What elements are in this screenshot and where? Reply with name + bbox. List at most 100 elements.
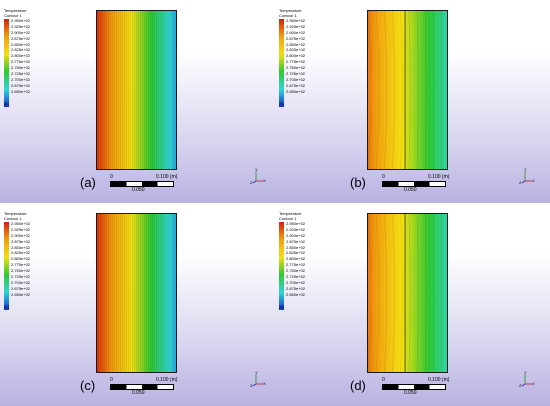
contour-band <box>97 214 100 372</box>
scale-half: 0.050 <box>132 390 145 396</box>
contour-band <box>104 214 108 372</box>
scale-zero: 0 <box>382 377 385 383</box>
contour-band <box>134 214 137 372</box>
contour-band <box>406 214 410 372</box>
colorbar <box>279 19 284 107</box>
legend-value: 2.875e+02 <box>11 35 31 41</box>
contour-band <box>378 11 382 169</box>
legend-unit: [K] <box>4 101 9 106</box>
scale-bar-graphic <box>110 384 174 390</box>
brand-logo: Ansys <box>226 210 265 225</box>
contour-band <box>98 11 102 169</box>
legend-value: 2.775e+02 <box>11 59 31 65</box>
contour-band <box>387 11 391 169</box>
contour-band <box>441 214 445 372</box>
contour-line <box>376 11 379 169</box>
contour-band <box>170 214 173 372</box>
axis-triad-graphic <box>252 171 263 184</box>
contour-band <box>116 11 120 169</box>
contour-band <box>430 214 434 372</box>
contour-band <box>138 214 141 372</box>
contour-line <box>392 11 395 169</box>
contour-band <box>166 214 169 372</box>
contour-band <box>425 214 429 372</box>
legend-value: 2.750e+02 <box>11 65 31 70</box>
scale-bar-graphic <box>382 181 446 187</box>
contour-band <box>158 11 161 169</box>
legend-title: Temperature <box>4 211 27 216</box>
contour-band <box>126 214 129 372</box>
legend-value: 2.650e+02 <box>11 291 31 297</box>
contour-band <box>100 214 104 372</box>
axis-triad-icon: Y X Z <box>519 167 535 185</box>
contour-band <box>144 11 147 169</box>
temperature-legend: Temperature Contour 1 2.950e+02 2.925e+02… <box>4 211 50 310</box>
brand-version: 2023 R2 <box>522 21 540 26</box>
contour-band <box>419 11 423 169</box>
panel-tag: (d) <box>350 378 366 393</box>
contour-band <box>154 11 157 169</box>
contour-line <box>425 214 427 372</box>
contour-band <box>148 214 151 372</box>
scale-max: 0.100 (m) <box>428 174 450 180</box>
triad-x-label: X <box>263 178 266 183</box>
legend-value: 2.900e+02 <box>286 29 306 35</box>
legend-value: 2.725e+02 <box>286 70 306 76</box>
legend-labels: 2.950e+02 2.925e+02 2.900e+02 2.875e+02 2.85… <box>286 18 305 94</box>
scale-zero: 0 <box>110 377 113 383</box>
legend-value: 2.850e+02 <box>286 244 306 250</box>
brand-version: 2023 R2 <box>522 224 540 229</box>
contour-band <box>102 11 106 169</box>
contour-field <box>97 11 176 169</box>
contour-band <box>408 214 412 372</box>
contour-field <box>368 214 447 372</box>
legend-value: 2.950e+02 <box>286 221 306 226</box>
axis-triad-icon: Y X Z <box>519 370 535 388</box>
contour-band <box>172 214 175 372</box>
contour-band <box>142 11 145 169</box>
contour-line <box>425 11 427 169</box>
legend-value: 2.775e+02 <box>11 262 31 268</box>
contour-band <box>392 214 396 372</box>
contour-band <box>417 214 421 372</box>
contour-plot <box>96 10 177 170</box>
scale-bar: 0 0.100 (m) 0.050 <box>110 377 190 403</box>
contour-field <box>368 11 447 169</box>
panel-tag: (a) <box>80 175 96 190</box>
contour-panel-a: Temperature Contour 1 2.950e+02 2.925e+02… <box>0 0 275 203</box>
legend-value: 2.825e+02 <box>11 250 31 256</box>
legend-value: 2.800e+02 <box>11 256 31 262</box>
contour-band <box>108 11 112 169</box>
contour-band <box>140 11 143 169</box>
legend-title: Temperature <box>4 8 27 13</box>
legend-value: 2.825e+02 <box>286 250 306 256</box>
contour-band <box>436 214 440 372</box>
scale-half: 0.050 <box>132 187 145 193</box>
contour-band <box>370 11 374 169</box>
legend-value: 2.650e+02 <box>286 88 306 94</box>
contour-band <box>114 11 118 169</box>
contour-band <box>162 214 165 372</box>
scale-zero: 0 <box>382 174 385 180</box>
contour-band <box>384 11 388 169</box>
contour-panel-c: Temperature Contour 1 2.950e+02 2.925e+02… <box>0 203 275 406</box>
contour-band <box>160 11 163 169</box>
contour-band <box>106 214 110 372</box>
brand-edition: STUDENT <box>241 27 265 33</box>
contour-band <box>122 214 125 372</box>
legend-value: 2.925e+02 <box>286 226 306 232</box>
scale-bar: 0 0.100 (m) 0.050 <box>382 377 462 403</box>
legend-value: 2.775e+02 <box>286 59 306 65</box>
contour-band <box>158 214 161 372</box>
contour-field <box>97 214 176 372</box>
contour-band <box>130 214 133 372</box>
contour-band <box>433 214 437 372</box>
legend-value: 2.750e+02 <box>286 65 306 70</box>
contour-band <box>162 11 165 169</box>
contour-band <box>168 214 171 372</box>
contour-band <box>373 214 377 372</box>
contour-band <box>384 214 388 372</box>
contour-band <box>148 11 151 169</box>
contour-band <box>370 214 374 372</box>
contour-band <box>381 11 385 169</box>
